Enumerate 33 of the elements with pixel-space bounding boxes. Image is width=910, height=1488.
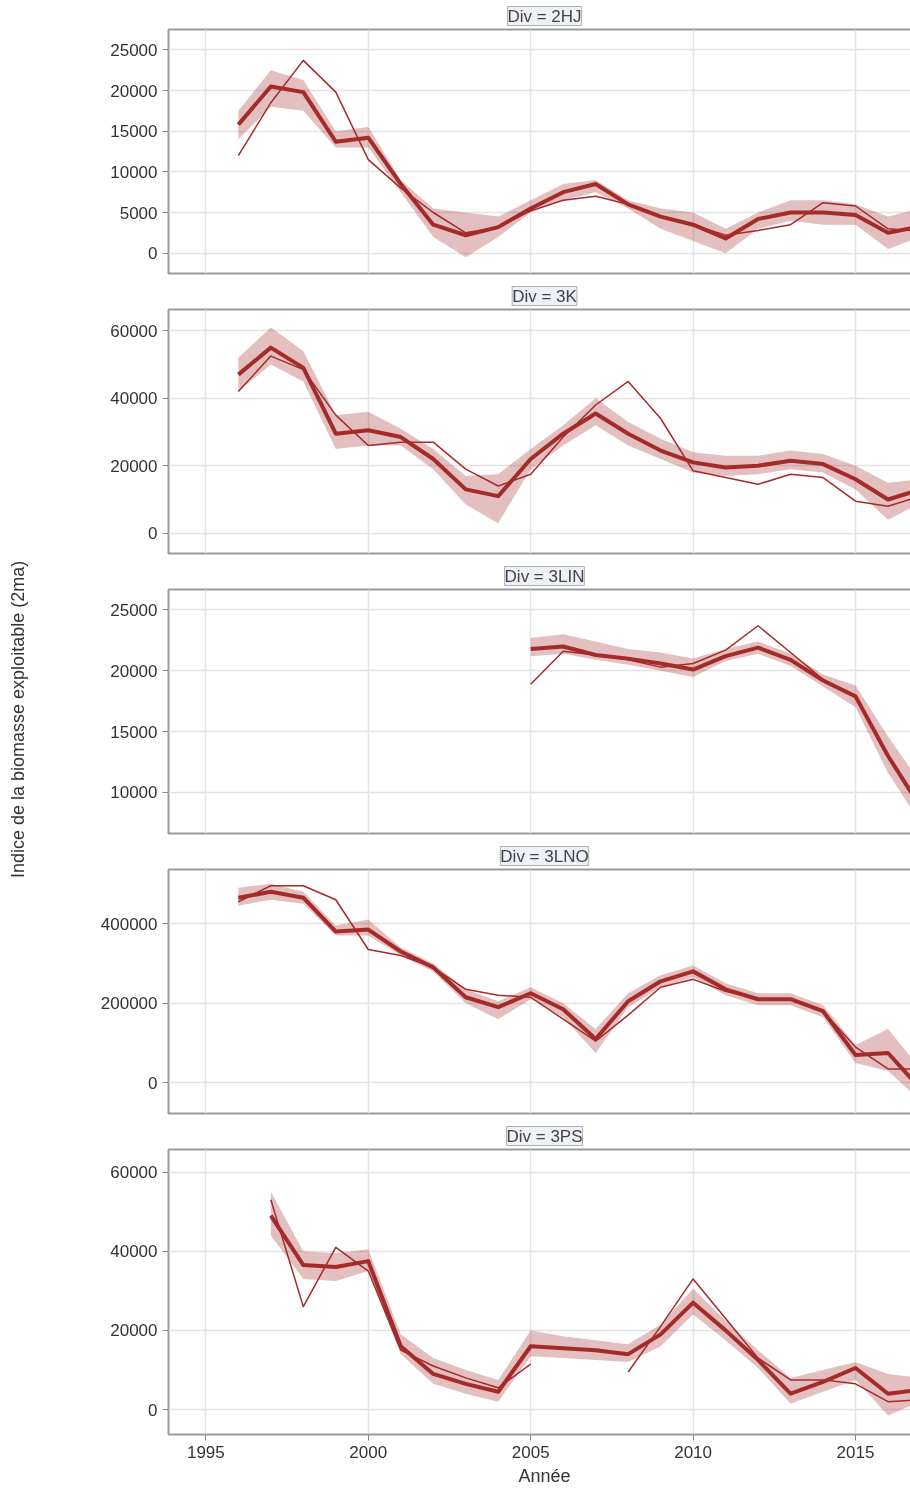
y-tick-label: 20000 xyxy=(110,81,158,101)
chart-title: Div = 3LIN xyxy=(504,566,585,586)
y-tick-label: 200000 xyxy=(100,994,158,1014)
x-tick-label: 2000 xyxy=(349,1442,388,1462)
x-tick-label: 1995 xyxy=(186,1442,225,1462)
y-tick-label: 5000 xyxy=(119,203,158,223)
x-tick-label: 2015 xyxy=(836,1442,875,1462)
x-axis-title: Année xyxy=(518,1465,571,1486)
y-tick-label: 10000 xyxy=(110,162,158,182)
chart-title: Div = 3LNO xyxy=(500,846,589,866)
y-tick-label: 25000 xyxy=(110,40,158,60)
chart-title: Div = 2HJ xyxy=(507,6,582,26)
y-tick-label: 0 xyxy=(148,1073,158,1093)
y-tick-label: 25000 xyxy=(110,600,158,620)
y-tick-label: 0 xyxy=(148,524,158,544)
y-tick-label: 0 xyxy=(148,1400,158,1420)
chart-title: Div = 3K xyxy=(512,286,578,306)
y-tick-label: 15000 xyxy=(110,122,158,142)
y-tick-label: 20000 xyxy=(110,661,158,681)
y-tick-label: 400000 xyxy=(100,914,158,934)
y-tick-label: 20000 xyxy=(110,456,158,476)
y-tick-label: 40000 xyxy=(110,389,158,409)
y-tick-label: 60000 xyxy=(110,1163,158,1183)
x-tick-label: 2005 xyxy=(511,1442,550,1462)
y-axis-title: Indice de la biomasse exploitable (2ma) xyxy=(7,560,30,878)
y-tick-label: 40000 xyxy=(110,1242,158,1262)
chart-title: Div = 3PS xyxy=(506,1126,583,1146)
y-tick-label: 20000 xyxy=(110,1321,158,1341)
y-tick-label: 0 xyxy=(148,244,158,264)
y-tick-label: 15000 xyxy=(110,722,158,742)
x-tick-label: 2010 xyxy=(674,1442,713,1462)
y-tick-label: 60000 xyxy=(110,321,158,341)
y-tick-label: 10000 xyxy=(110,783,158,803)
